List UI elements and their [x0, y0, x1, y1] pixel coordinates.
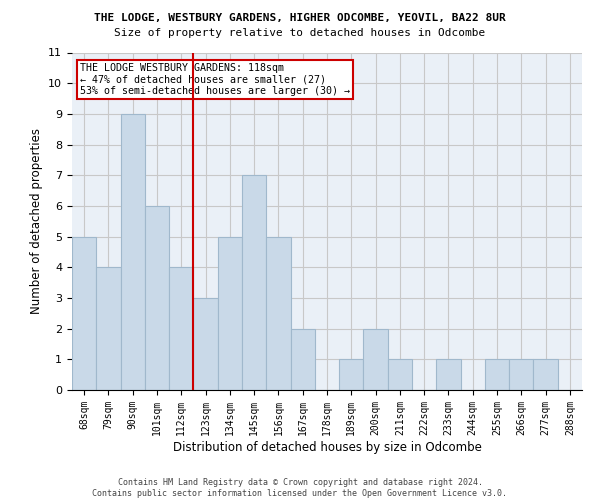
Bar: [242, 175, 266, 390]
Bar: [121, 114, 145, 390]
Bar: [72, 236, 96, 390]
Bar: [509, 360, 533, 390]
Y-axis label: Number of detached properties: Number of detached properties: [30, 128, 43, 314]
Bar: [169, 268, 193, 390]
Bar: [388, 360, 412, 390]
Bar: [96, 268, 121, 390]
Bar: [290, 328, 315, 390]
Text: Size of property relative to detached houses in Odcombe: Size of property relative to detached ho…: [115, 28, 485, 38]
Bar: [339, 360, 364, 390]
Bar: [485, 360, 509, 390]
X-axis label: Distribution of detached houses by size in Odcombe: Distribution of detached houses by size …: [173, 440, 481, 454]
Bar: [266, 236, 290, 390]
Bar: [145, 206, 169, 390]
Text: THE LODGE, WESTBURY GARDENS, HIGHER ODCOMBE, YEOVIL, BA22 8UR: THE LODGE, WESTBURY GARDENS, HIGHER ODCO…: [94, 12, 506, 22]
Bar: [436, 360, 461, 390]
Text: Contains HM Land Registry data © Crown copyright and database right 2024.
Contai: Contains HM Land Registry data © Crown c…: [92, 478, 508, 498]
Bar: [193, 298, 218, 390]
Bar: [364, 328, 388, 390]
Text: THE LODGE WESTBURY GARDENS: 118sqm
← 47% of detached houses are smaller (27)
53%: THE LODGE WESTBURY GARDENS: 118sqm ← 47%…: [80, 62, 350, 96]
Bar: [218, 236, 242, 390]
Bar: [533, 360, 558, 390]
